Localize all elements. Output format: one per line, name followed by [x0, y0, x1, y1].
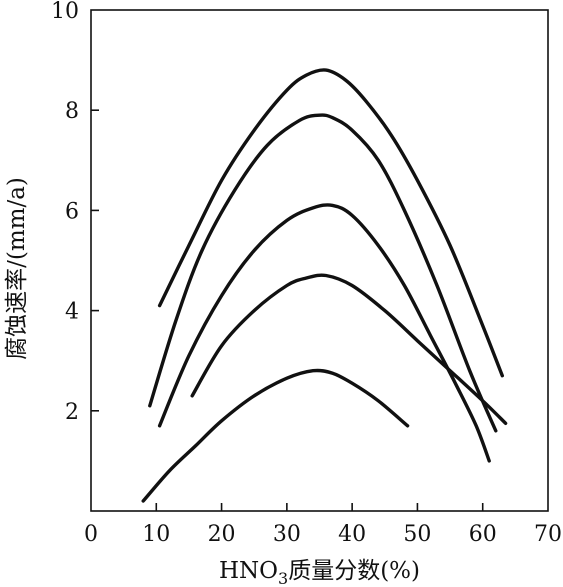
- x-tick-label: 60: [469, 522, 497, 547]
- series-lines: [141, 68, 508, 503]
- plot-area-border: [90, 9, 549, 512]
- series-line-1: [157, 68, 504, 378]
- y-tick-label: 8: [65, 99, 79, 124]
- series-line-4: [190, 273, 508, 425]
- x-tick-label: 30: [273, 522, 301, 547]
- x-tick-label: 70: [534, 522, 562, 547]
- x-tick-labels: 0 10 20 30 40 50 60 70: [84, 522, 562, 547]
- series-line-5: [141, 368, 410, 503]
- x-axis-title: HNO3质量分数(%): [219, 558, 420, 587]
- y-axis-title: 腐蚀速率/(mm/a): [4, 177, 30, 360]
- y-tick-label: 4: [65, 300, 79, 325]
- y-tick-labels: 2 4 6 8 10: [51, 0, 79, 425]
- axis-ticks: [91, 109, 484, 511]
- plot-frame: [90, 9, 549, 512]
- y-tick-label: 6: [65, 199, 79, 224]
- series-line-2: [148, 113, 498, 433]
- x-tick-label: 0: [84, 522, 98, 547]
- x-tick-label: 10: [142, 522, 170, 547]
- x-tick-label: 50: [403, 522, 431, 547]
- y-tick-label: 2: [65, 400, 79, 425]
- x-tick-label: 40: [338, 522, 366, 547]
- series-line-3: [157, 203, 491, 463]
- x-tick-label: 20: [208, 522, 236, 547]
- y-tick-label: 10: [51, 0, 79, 24]
